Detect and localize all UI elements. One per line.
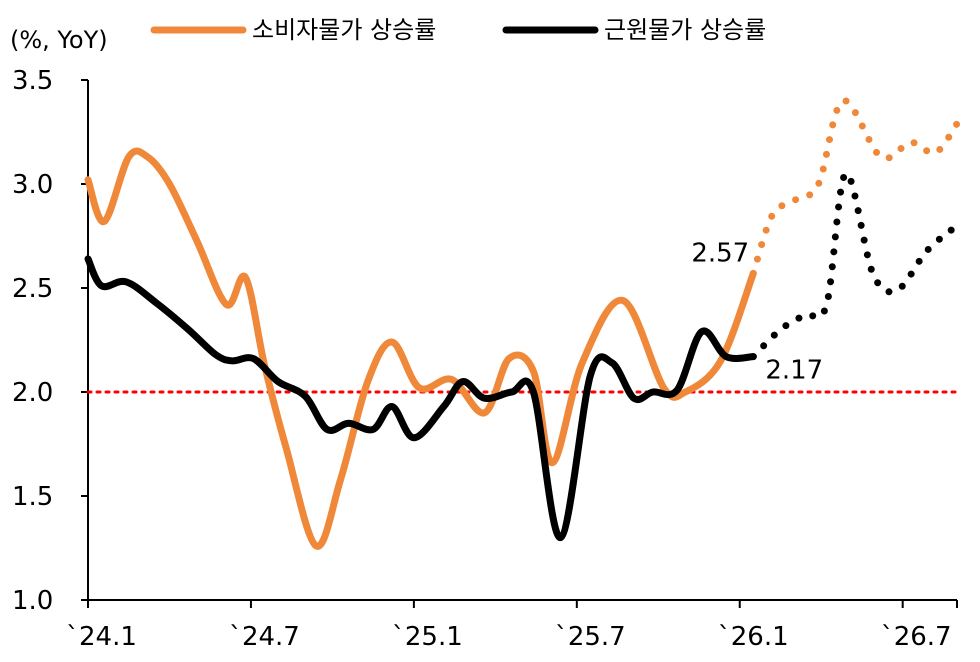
y-unit-label: (%, YoY) bbox=[10, 26, 108, 54]
x-tick-label: `24.1 bbox=[66, 622, 137, 652]
legend-label-cpi: 소비자물가 상승률 bbox=[252, 16, 436, 44]
y-tick-label: 2.0 bbox=[12, 378, 53, 408]
x-tick-label: `26.1 bbox=[718, 622, 789, 652]
x-tick-label: `26.7 bbox=[881, 622, 952, 652]
x-tick-label: `24.7 bbox=[229, 622, 300, 652]
y-tick-label: 1.5 bbox=[12, 482, 53, 512]
legend: 소비자물가 상승률 근원물가 상승률 bbox=[150, 16, 766, 44]
series-line-core-actual bbox=[84, 255, 757, 542]
y-tick-label: 3.5 bbox=[12, 66, 53, 96]
legend-label-core: 근원물가 상승률 bbox=[604, 16, 766, 44]
data-label-cpi-end: 2.57 bbox=[691, 238, 749, 268]
y-tick-label: 2.5 bbox=[12, 274, 53, 304]
series-line-cpi-forecast bbox=[749, 97, 961, 277]
y-tick-label: 3.0 bbox=[12, 170, 53, 200]
series-line-cpi-actual bbox=[84, 147, 757, 550]
x-tick-label: `25.1 bbox=[392, 622, 463, 652]
y-tick-label: 1.0 bbox=[12, 586, 53, 616]
x-tick-label: `25.7 bbox=[555, 622, 626, 652]
data-label-core-end: 2.17 bbox=[765, 356, 823, 386]
series-line-core-forecast bbox=[749, 170, 961, 361]
